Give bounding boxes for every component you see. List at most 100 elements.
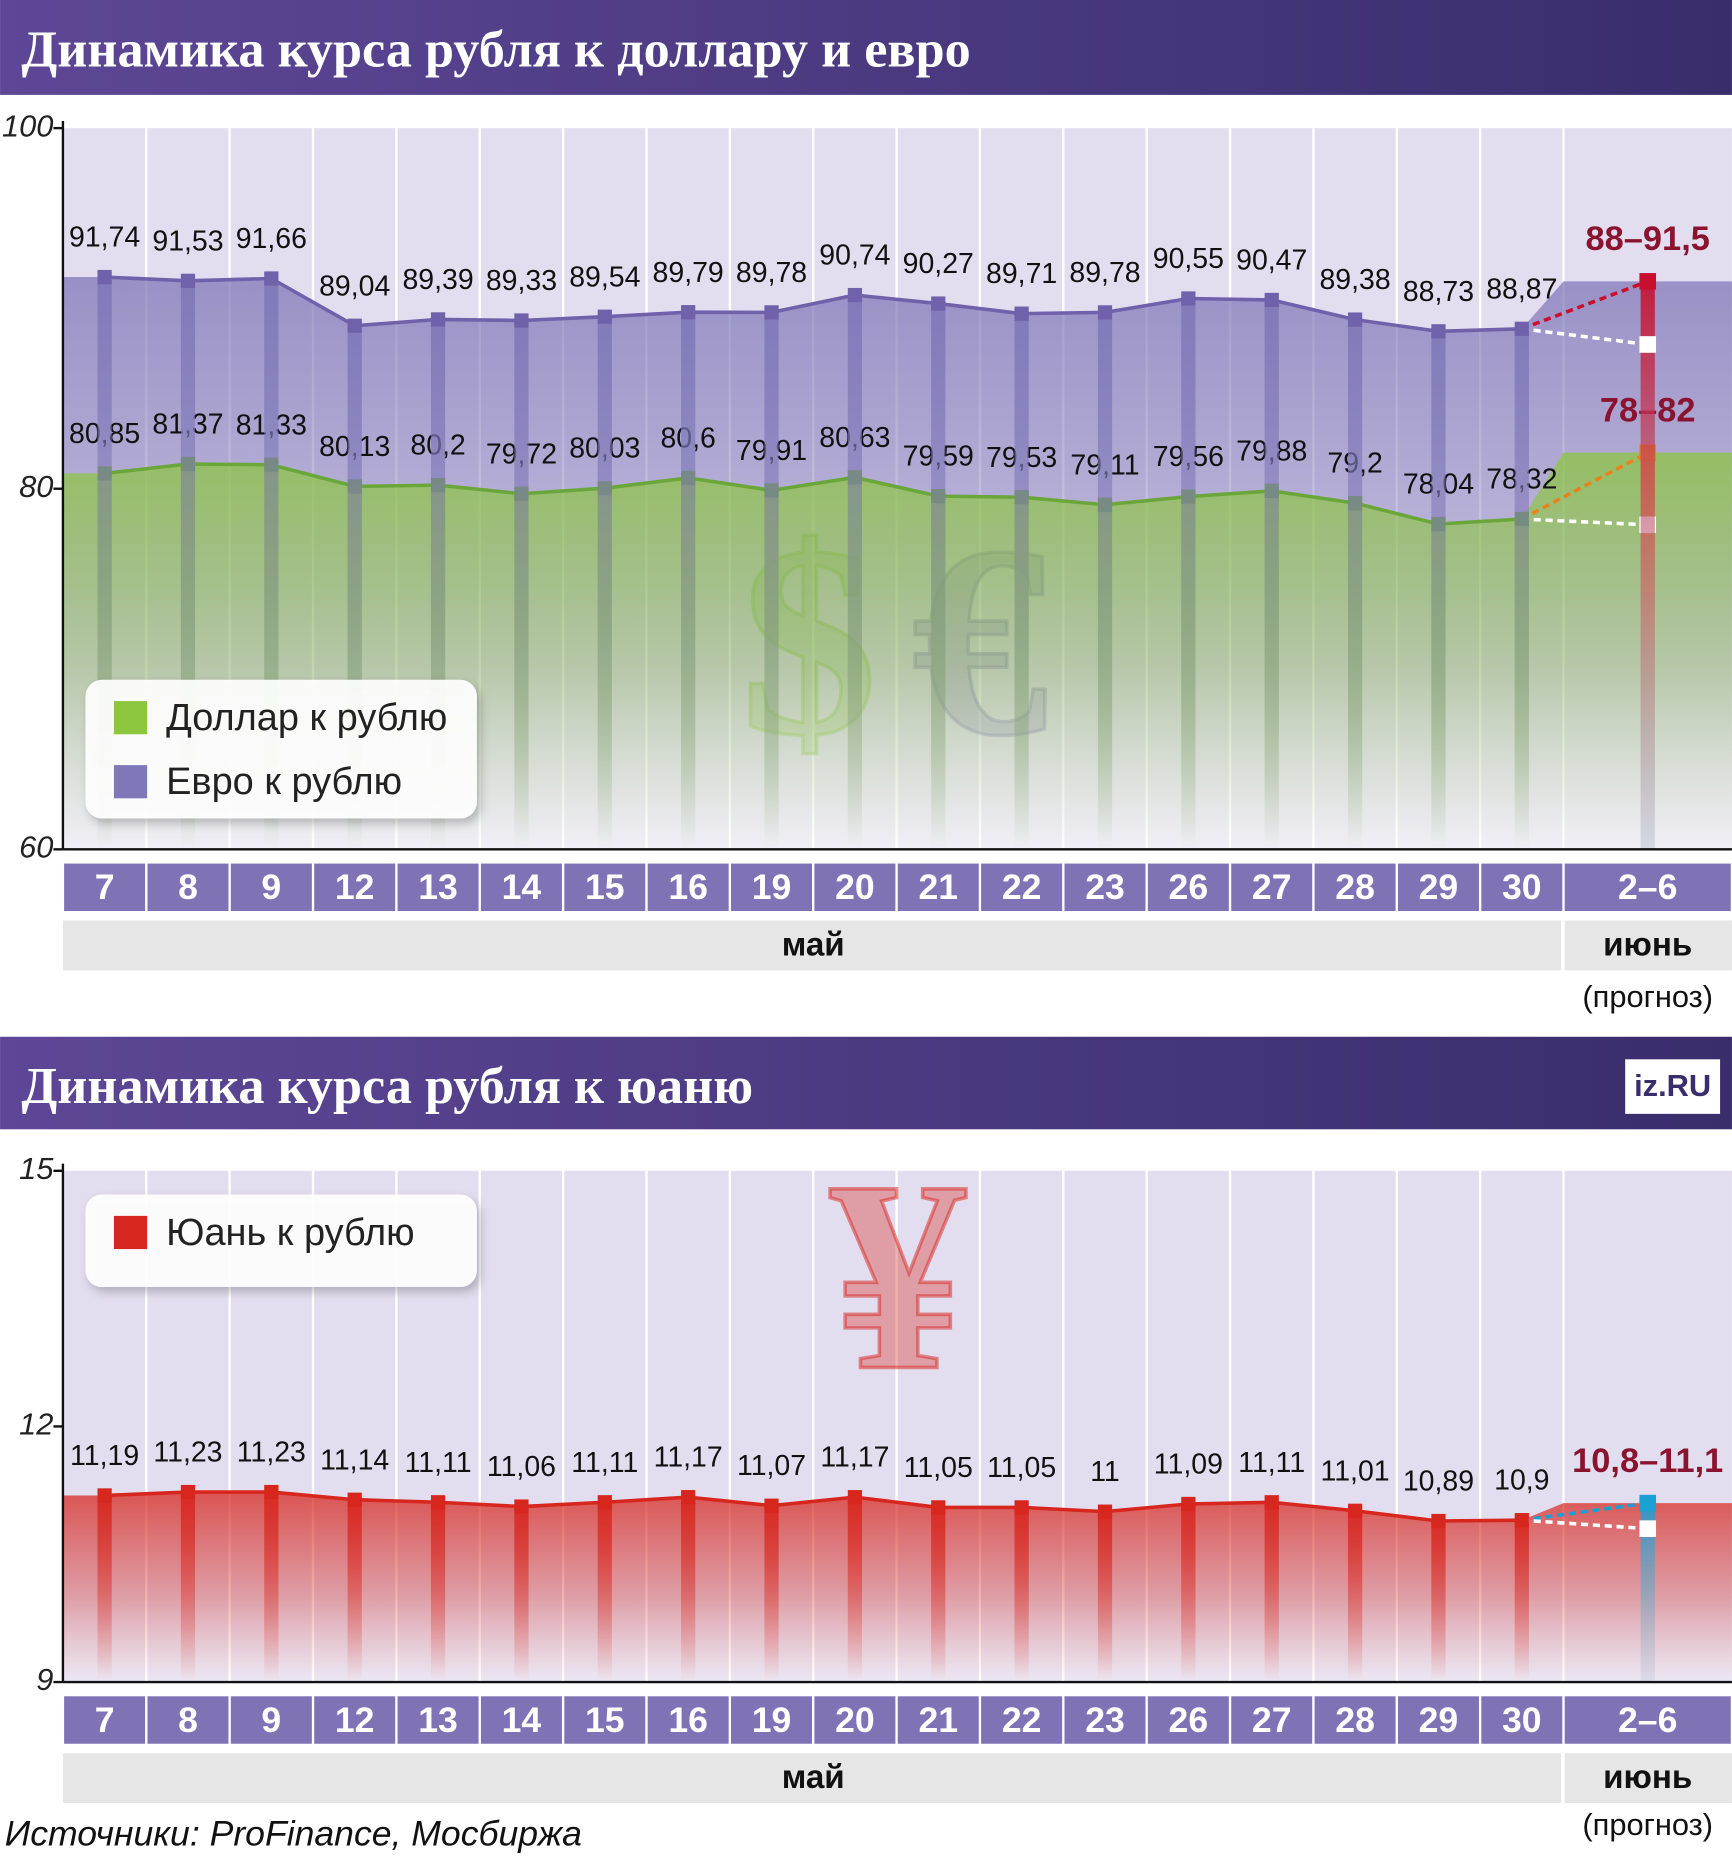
currency-symbol: ¥ [830,1125,966,1427]
month-label: май [782,1759,845,1796]
x-tick-label: 27 [1252,1700,1292,1740]
category-cell [480,1696,562,1744]
x-tick-label: 13 [418,867,458,907]
value-label: 89,79 [653,257,724,289]
value-label: 91,74 [69,222,140,254]
forecast-low-line [1521,327,1648,347]
category-cell [1564,1696,1731,1744]
legend-swatch [113,701,148,735]
x-tick-label: 21 [918,867,958,907]
marker [1431,324,1446,339]
category-cell [147,1696,229,1744]
category-cell [981,863,1063,912]
logo: iz.RU [1634,1068,1711,1103]
marker [764,1498,779,1513]
x-tick-label: 9 [261,867,281,907]
marker [1347,1503,1363,1518]
month-cell [1564,1753,1732,1804]
chart-title: Динамика курса рубля к юаню [21,1057,753,1115]
marker [1514,321,1529,336]
y-tick-label: 60 [19,829,53,864]
drop-bar [847,1497,863,1683]
forecast-label: 88–91,5 [1586,220,1710,258]
x-tick-label: 8 [178,867,198,907]
x-tick-label: 9 [261,1700,281,1740]
x-tick-label: 20 [835,1700,875,1740]
x-tick-label: 15 [585,1700,625,1740]
marker [1264,292,1279,308]
marker [264,271,279,286]
value-label: 89,78 [736,257,807,289]
category-cell [647,1696,729,1744]
x-tick-label: 29 [1419,1700,1459,1740]
month-label: май [782,926,845,963]
x-tick-label: 20 [835,867,875,907]
value-label: 11,01 [1321,1455,1390,1487]
x-tick-label: 29 [1419,867,1459,907]
marker [1347,312,1363,327]
category-cell [1564,863,1731,912]
drop-bar [931,1507,946,1683]
category-cell [1397,863,1479,912]
x-tick-label: 8 [178,1700,198,1740]
drop-bar [764,1505,779,1683]
x-tick-label: 2–6 [1618,867,1677,907]
value-label: 11 [1090,1456,1120,1488]
marker [1097,305,1113,320]
category-cell [1231,1696,1313,1744]
marker [1097,1504,1113,1519]
legend-swatch [113,1215,148,1250]
drop-bar [514,1506,529,1683]
marker [681,305,696,320]
drop-bar [931,303,946,850]
category-cell [64,863,146,912]
category-cell [981,1696,1063,1744]
marker [931,296,946,311]
value-label: 11,11 [571,1447,638,1479]
drop-bar [597,1502,612,1683]
value-label: 10,89 [1403,1466,1474,1498]
marker [514,1499,529,1514]
value-label: 89,04 [319,270,390,302]
month-label: июнь [1603,1759,1692,1796]
category-cell [814,1696,896,1744]
value-label: 11,17 [654,1442,723,1474]
x-tick-label: 7 [95,867,115,907]
forecast-low-marker [1639,1520,1657,1537]
x-tick-label: 22 [1002,1700,1042,1740]
x-tick-label: 30 [1502,1700,1542,1740]
x-tick-label: 27 [1252,867,1292,907]
x-tick-label: 12 [335,1700,375,1740]
category-cell [731,863,813,912]
value-label: 91,66 [236,223,307,255]
marker [347,318,362,333]
category-cell [314,863,396,912]
marker [347,1492,362,1507]
marker [597,309,612,324]
forecast-note: (прогноз) [1582,1807,1713,1842]
y-tick-label: 80 [19,469,53,504]
value-label: 89,39 [402,264,473,296]
marker [1431,1513,1446,1529]
header-bar [0,0,1732,95]
legend-box [85,679,477,819]
value-label: 11,05 [987,1452,1056,1484]
value-label: 11,23 [153,1437,222,1469]
drop-bar [1264,1502,1279,1683]
drop-bar [347,1499,362,1683]
x-tick-label: 7 [95,1700,115,1740]
drop-bar [1347,1510,1363,1683]
marker [180,1484,196,1500]
category-cell [1481,1696,1563,1744]
x-tick-label: 15 [585,867,625,907]
forecast-bar [1640,1503,1655,1683]
area [62,452,1732,850]
drop-bar [1431,331,1446,850]
marker [931,1500,946,1515]
y-tick-label: 100 [2,108,53,143]
category-cell [397,863,479,912]
value-label: 11,09 [1154,1449,1223,1481]
marker [514,313,529,328]
value-label: 11,23 [237,1437,306,1469]
